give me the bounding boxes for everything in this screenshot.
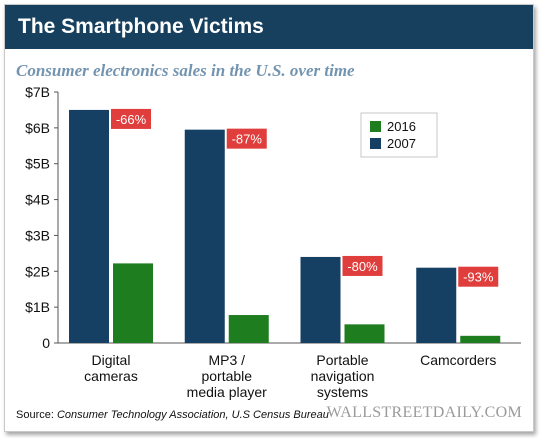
source-note: Source: Consumer Technology Association,…	[16, 409, 329, 421]
title-bar: The Smartphone Victims	[5, 5, 533, 49]
bar-2016-4	[460, 335, 501, 343]
y-tick-label: $6B	[25, 120, 50, 136]
source-text: Consumer Technology Association, U.S Cen…	[56, 409, 329, 421]
bar-2016-1	[113, 263, 153, 343]
source-label: Source:	[16, 409, 57, 421]
legend-label-2007: 2007	[387, 136, 416, 151]
x-category-label: MP3 /	[208, 352, 245, 368]
y-tick-label: $3B	[25, 227, 50, 243]
y-tick-label: $5B	[25, 156, 50, 172]
legend-label-2016: 2016	[387, 119, 416, 134]
legend-swatch-2016	[370, 121, 381, 132]
change-label: -87%	[232, 132, 263, 147]
chart-subtitle: Consumer electronics sales in the U.S. o…	[16, 61, 355, 80]
x-category-label: Portable	[316, 352, 368, 368]
chart-title: The Smartphone Victims	[18, 15, 264, 38]
change-label: -93%	[463, 270, 494, 285]
x-category-label: media player	[187, 384, 267, 400]
x-category-label: Digital	[92, 352, 131, 368]
bar-2007-1	[69, 109, 109, 343]
bar-2016-3	[344, 324, 385, 343]
change-badge	[226, 128, 267, 149]
x-category-label: portable	[201, 368, 252, 384]
chart-frame: The Smartphone Victims Consumer electron…	[4, 4, 534, 432]
y-tick-label: $7B	[25, 84, 50, 100]
x-category-label: Camcorders	[420, 352, 496, 368]
bar-2016-2	[228, 315, 269, 343]
change-badge	[342, 255, 383, 276]
x-category-label: systems	[317, 384, 368, 400]
legend-swatch-2007	[370, 138, 381, 149]
y-tick-label: $4B	[25, 192, 50, 208]
y-tick-label: $1B	[25, 299, 50, 315]
y-tick-label: 0	[42, 335, 50, 351]
change-badge	[111, 108, 151, 129]
x-category-label: cameras	[84, 368, 138, 384]
legend-box	[360, 112, 438, 158]
brand-wordmark: WALLSTREETDAILY.COM	[326, 404, 522, 421]
change-label: -66%	[116, 112, 147, 127]
x-category-label: navigation	[311, 368, 375, 384]
bar-2007-2	[184, 129, 225, 343]
y-tick-label: $2B	[25, 263, 50, 279]
bar-2007-3	[300, 256, 341, 343]
change-label: -80%	[347, 259, 378, 274]
change-badge	[458, 266, 499, 287]
bar-2007-4	[416, 267, 457, 343]
bar-chart: 0 $1B $2B $3B $4B $5B $6B $7B -66% Digitalcamera…	[25, 84, 521, 400]
